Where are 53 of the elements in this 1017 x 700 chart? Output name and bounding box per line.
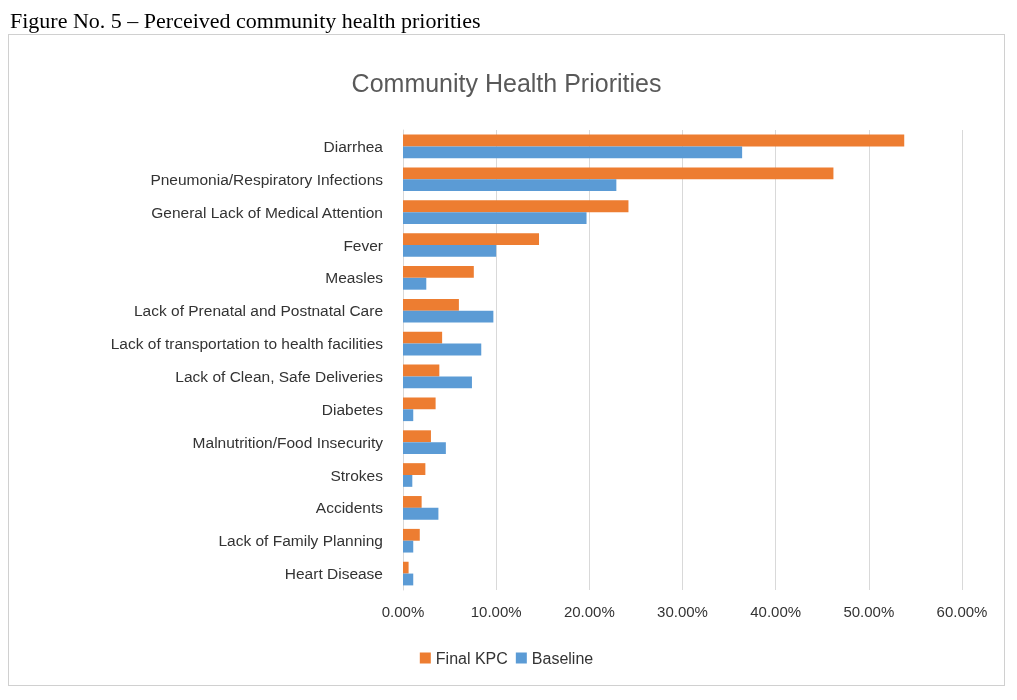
bar (403, 167, 834, 180)
bar (403, 442, 446, 454)
y-tick-label: General Lack of Medical Attention (151, 203, 383, 221)
x-tick-label: 0.00% (381, 603, 425, 620)
bar (403, 496, 422, 508)
bar (403, 430, 431, 443)
bar (403, 233, 540, 245)
x-tick-label: 60.00% (936, 603, 988, 620)
bar (403, 266, 474, 278)
y-tick-label: Pneumonia/Respiratory Infections (150, 170, 384, 188)
bar (403, 409, 414, 422)
bar (403, 507, 439, 520)
bar (403, 561, 409, 574)
bar (403, 528, 420, 541)
bar (403, 463, 426, 475)
y-tick-label: Diabetes (321, 400, 384, 418)
y-tick-label: Lack of Clean, Safe Deliveries (175, 367, 384, 385)
bar (403, 540, 414, 553)
y-tick-label: Fever (343, 236, 383, 254)
y-tick-label: Lack of Family Planning (218, 532, 383, 550)
bar (403, 376, 472, 389)
chart-title: Community Health Priorities (351, 68, 662, 97)
y-tick-label: Lack of Prenatal and Postnatal Care (133, 302, 383, 320)
bar (403, 146, 743, 159)
legend-label: Baseline (531, 649, 594, 667)
y-tick-label: Accidents (315, 499, 384, 517)
bar (403, 364, 440, 377)
x-tick-label: 20.00% (563, 603, 615, 620)
bar (403, 310, 494, 323)
bar (403, 212, 587, 224)
bar (403, 331, 443, 344)
y-tick-label: Diarrhea (323, 137, 384, 155)
legend-label: Final KPC (435, 649, 508, 667)
bar (403, 245, 497, 257)
bar (403, 343, 482, 356)
bar (403, 277, 427, 290)
y-tick-label: Malnutrition/Food Insecurity (192, 433, 384, 451)
x-tick-label: 40.00% (750, 603, 802, 620)
x-tick-label: 50.00% (843, 603, 895, 620)
bar (403, 179, 617, 192)
bar (403, 475, 413, 487)
y-tick-label: Measles (325, 269, 384, 287)
y-tick-label: Strokes (330, 466, 384, 484)
y-tick-label: Heart Disease (284, 565, 383, 583)
x-tick-label: 10.00% (470, 603, 522, 620)
y-tick-label: Lack of transportation to health facilities (110, 335, 384, 353)
bar (403, 397, 436, 410)
bar (403, 200, 629, 213)
x-tick-label: 30.00% (657, 603, 708, 620)
bar (403, 134, 905, 147)
bar (403, 298, 459, 311)
bar (403, 573, 414, 586)
text: Figure No. 5 – Perceived community health priorities (9, 8, 482, 34)
